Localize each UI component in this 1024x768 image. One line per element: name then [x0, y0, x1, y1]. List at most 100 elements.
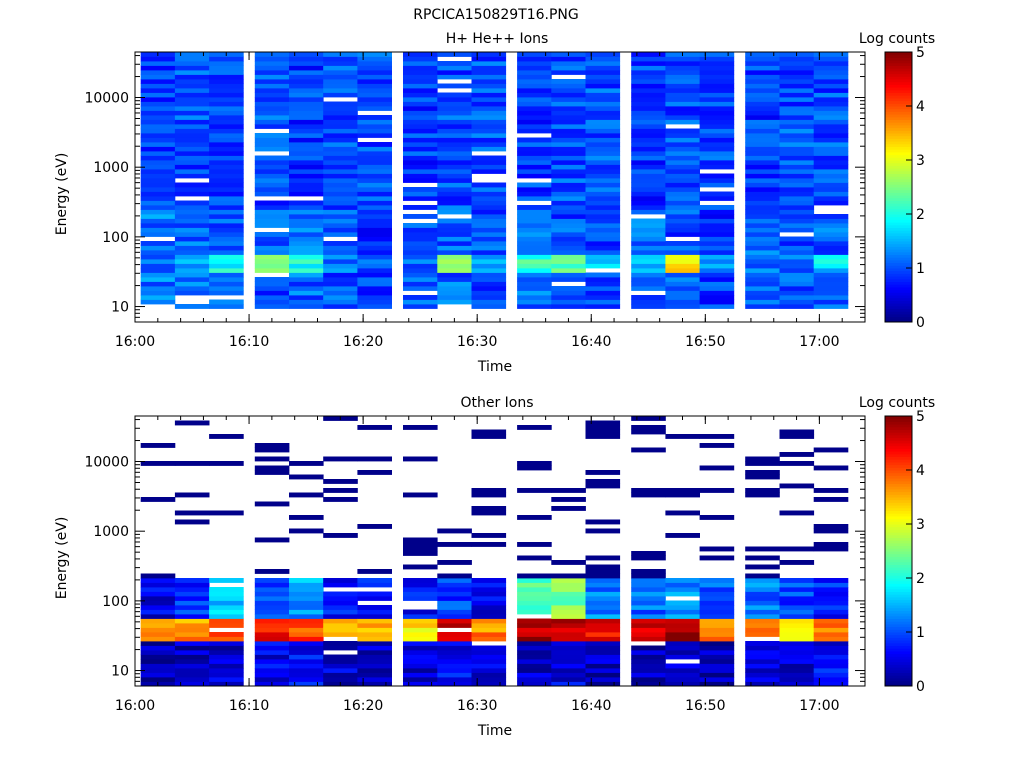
heatmap-cell [585, 173, 621, 179]
heatmap-cell [209, 281, 244, 287]
heatmap-cell [517, 272, 552, 278]
heatmap-cell [323, 286, 358, 291]
colorbar-segment [885, 434, 912, 439]
heatmap-cell [254, 295, 290, 300]
heatmap-cell [551, 591, 586, 597]
heatmap-cell [813, 591, 849, 597]
heatmap-cell [745, 169, 780, 174]
heatmap-cell [745, 245, 780, 251]
heatmap-cell [323, 600, 358, 606]
heatmap-cell [745, 214, 780, 219]
heatmap-cell [357, 659, 392, 664]
heatmap-cell [437, 605, 472, 610]
heatmap-cell [517, 295, 552, 300]
heatmap-cell [551, 200, 586, 206]
heatmap-cell [140, 254, 176, 260]
heatmap-cell [631, 196, 666, 201]
colorbar-segment [885, 265, 912, 269]
heatmap-cell [289, 600, 324, 606]
heatmap-cell [140, 182, 176, 188]
heatmap-cell [551, 61, 586, 66]
colorbar-tick-label: 5 [916, 45, 925, 61]
colorbar-segment [885, 192, 912, 196]
heatmap-cell [551, 106, 586, 111]
heatmap-cell [357, 582, 392, 588]
heatmap-cell [357, 636, 392, 642]
heatmap-cell [174, 241, 210, 246]
heatmap-cell [551, 173, 586, 179]
heatmap-cell [779, 645, 815, 651]
heatmap-cell [779, 151, 815, 156]
heatmap-cell [517, 618, 552, 624]
heatmap-cell [779, 160, 815, 165]
heatmap-cell [357, 591, 392, 597]
heatmap-cell [813, 218, 849, 224]
heatmap-cell [631, 492, 666, 498]
heatmap-cell [437, 119, 472, 125]
colorbar-segment [885, 254, 912, 258]
colorbar-segment [885, 124, 912, 129]
heatmap-cell [665, 591, 700, 597]
heatmap-cell [745, 456, 780, 462]
colorbar-segment [885, 54, 912, 58]
heatmap-cell [437, 528, 472, 534]
heatmap-cell [779, 546, 815, 552]
heatmap-cell [437, 187, 472, 192]
heatmap-cell [517, 650, 552, 655]
heatmap-cell [585, 519, 621, 525]
heatmap-cell [665, 191, 700, 197]
heatmap-cell [631, 573, 666, 579]
heatmap-cell [403, 456, 438, 462]
heatmap-cell [631, 101, 666, 107]
heatmap-cell [209, 128, 244, 134]
heatmap-cell [254, 263, 290, 269]
heatmap-cell [699, 659, 735, 664]
heatmap-cell [209, 259, 244, 264]
heatmap-cell [585, 187, 621, 192]
heatmap-cell [140, 245, 176, 251]
heatmap-cell [209, 263, 244, 269]
heatmap-cell [699, 241, 735, 246]
heatmap-cell [517, 97, 552, 102]
heatmap-cell [813, 636, 849, 642]
heatmap-cell [699, 304, 735, 309]
heatmap-cell [813, 182, 849, 188]
heatmap-cell [471, 70, 507, 75]
heatmap-cell [403, 564, 438, 570]
heatmap-cell [665, 672, 700, 678]
heatmap-cell [209, 290, 244, 296]
heatmap-cell [209, 614, 244, 619]
heatmap-cell [631, 209, 666, 215]
heatmap-cell [551, 232, 586, 237]
heatmap-cell [517, 654, 552, 660]
heatmap-cell [471, 106, 507, 111]
heatmap-cell [174, 263, 210, 269]
heatmap-cell [699, 83, 735, 89]
heatmap-cell [289, 528, 324, 534]
heatmap-cell [323, 479, 358, 484]
heatmap-cell [551, 299, 586, 305]
heatmap-cell [745, 587, 780, 592]
heatmap-cell [585, 182, 621, 188]
heatmap-cell [517, 663, 552, 669]
heatmap-cell [631, 416, 666, 421]
heatmap-cell [140, 582, 176, 588]
axes: 16:00 16:10 16:20 16:30 16:40 16:50 17:0010100… [84, 52, 866, 350]
heatmap-cell [209, 142, 244, 147]
heatmap-cell [289, 627, 324, 633]
heatmap-cell [745, 470, 780, 475]
colorbar-segment [885, 602, 912, 606]
heatmap-cell [437, 200, 472, 206]
heatmap-cell [254, 663, 290, 669]
heatmap-cell [631, 232, 666, 237]
heatmap-cell [471, 182, 507, 188]
heatmap-cell [323, 623, 358, 628]
heatmap-cell [813, 65, 849, 71]
heatmap-cell [631, 281, 666, 287]
colorbar-frame [884, 51, 913, 323]
heatmap-cell [471, 429, 507, 435]
heatmap-cell [140, 214, 176, 219]
heatmap-cell [699, 74, 735, 80]
heatmap-cell [140, 272, 176, 278]
